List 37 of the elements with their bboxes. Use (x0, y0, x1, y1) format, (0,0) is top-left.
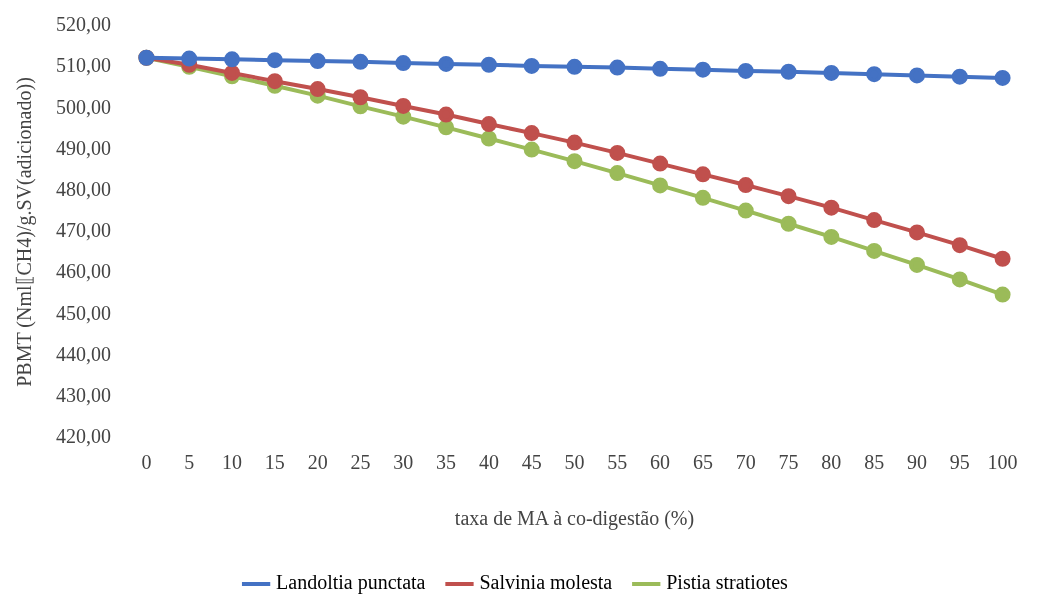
x-tick-label: 40 (478, 451, 499, 474)
x-axis-title: taxa de MA à co-digestão (%) (454, 507, 695, 531)
legend-label: Pistia stratiotes (666, 571, 789, 594)
x-tick-label: 80 (821, 451, 842, 474)
x-tick-label: 35 (436, 451, 457, 474)
x-tick-label: 70 (735, 451, 756, 474)
x-tick-label: 25 (350, 451, 371, 474)
x-tick-label: 60 (650, 451, 671, 474)
x-tick-label: 65 (692, 451, 713, 474)
y-axis-title: PBMT (Nml⟦CH4)/g.SV(adicionado)) (13, 77, 37, 387)
y-tick-label: 520,00 (56, 13, 111, 36)
y-tick-label: 450,00 (56, 301, 111, 324)
y-tick-label: 490,00 (56, 136, 111, 159)
legend-label: Salvinia molesta (479, 571, 613, 594)
x-tick-label: 30 (393, 451, 414, 474)
y-tick-label: 440,00 (56, 342, 111, 365)
x-tick-label: 75 (778, 451, 799, 474)
x-tick-label: 55 (607, 451, 628, 474)
y-tick-label: 480,00 (56, 178, 111, 201)
x-tick-label: 10 (222, 451, 243, 474)
x-tick-label: 20 (307, 451, 328, 474)
x-tick-label: 100 (987, 451, 1018, 474)
y-tick-label: 510,00 (56, 54, 111, 77)
x-tick-label: 15 (264, 451, 285, 474)
y-tick-label: 430,00 (56, 384, 111, 407)
y-tick-label: 420,00 (56, 425, 111, 448)
x-tick-label: 5 (184, 451, 195, 474)
x-tick-label: 50 (564, 451, 585, 474)
x-tick-label: 45 (521, 451, 542, 474)
y-tick-label: 500,00 (56, 95, 111, 118)
x-tick-label: 85 (864, 451, 885, 474)
y-tick-label: 460,00 (56, 260, 111, 283)
x-tick-label: 90 (906, 451, 927, 474)
x-tick-label: 95 (949, 451, 970, 474)
legend-label: Landoltia punctata (276, 571, 426, 595)
x-tick-label: 0 (141, 451, 152, 474)
y-tick-label: 470,00 (56, 219, 111, 242)
